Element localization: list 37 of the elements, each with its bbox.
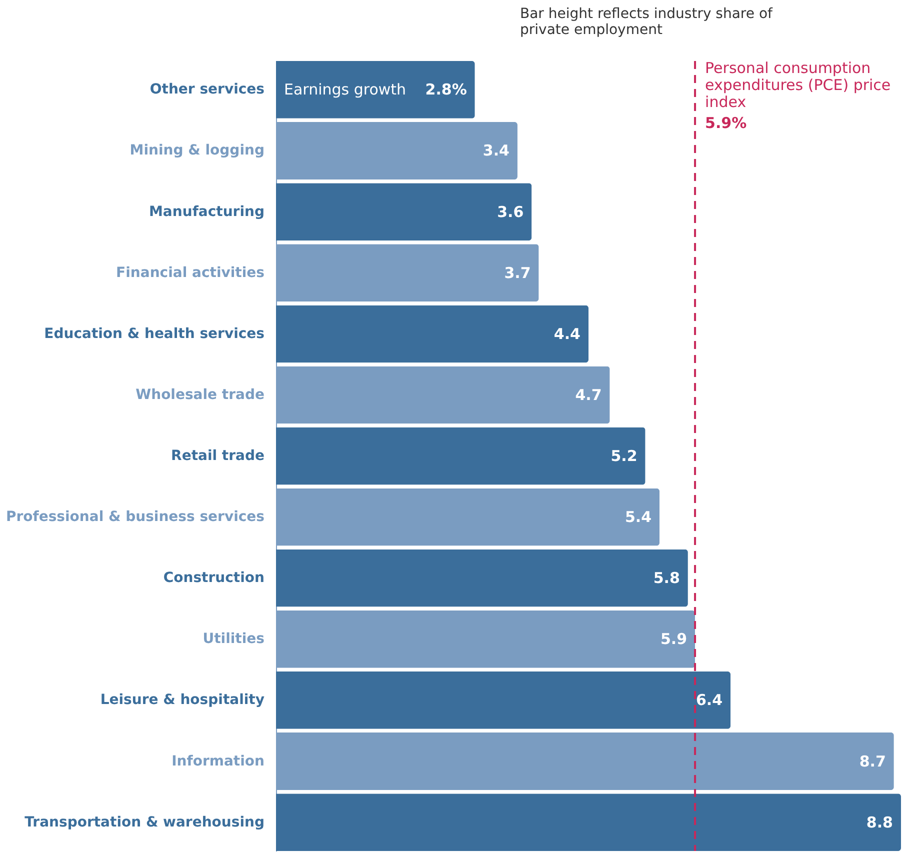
- bar: [276, 427, 646, 485]
- bar: [276, 672, 731, 729]
- bar: [276, 794, 901, 851]
- data-label: 8.8: [866, 813, 893, 832]
- y-tick-label: Mining & logging: [130, 142, 264, 159]
- bar: [276, 305, 588, 363]
- bar: [276, 183, 532, 240]
- data-label: 3.7: [504, 264, 531, 282]
- y-tick-label: Leisure & hospitality: [100, 692, 264, 708]
- text: Bar height reflects industry share of private employment: [520, 6, 774, 38]
- y-tick-label: Transportation & warehousing: [24, 814, 264, 830]
- data-label: 5.8: [653, 569, 680, 588]
- data-label: 5.9: [660, 630, 688, 648]
- data-label: 3.4: [482, 142, 510, 160]
- data-label: 2.8%: [425, 80, 467, 99]
- data-label: 4.7: [575, 386, 602, 404]
- y-tick-label: Professional & business services: [6, 509, 264, 526]
- data-label: 5.2: [610, 447, 638, 465]
- ref-line-label: Personal consumption expenditures (PCE) price index: [705, 59, 891, 111]
- annotation: Earnings growth: [284, 80, 406, 99]
- y-tick-label: Wholesale trade: [136, 386, 264, 403]
- y-tick-label: Retail trade: [171, 448, 264, 464]
- y-tick-label: Utilities: [202, 631, 264, 648]
- bar: [276, 549, 688, 607]
- data-label: 5.4: [624, 508, 652, 526]
- y-tick-label: Other services: [150, 82, 264, 98]
- data-label: 8.7: [859, 752, 886, 770]
- bar: [276, 61, 475, 118]
- y-tick-label: Information: [172, 753, 264, 770]
- annotation: 5.9%: [705, 114, 747, 132]
- y-tick-label: Construction: [163, 570, 264, 586]
- data-label: 3.6: [497, 202, 524, 221]
- data-label: 6.4: [696, 691, 723, 710]
- y-tick-label: Financial activities: [116, 264, 264, 281]
- y-tick-label: Manufacturing: [149, 204, 264, 220]
- y-tick-label: Education & health services: [44, 326, 264, 342]
- data-label: 4.4: [554, 324, 580, 343]
